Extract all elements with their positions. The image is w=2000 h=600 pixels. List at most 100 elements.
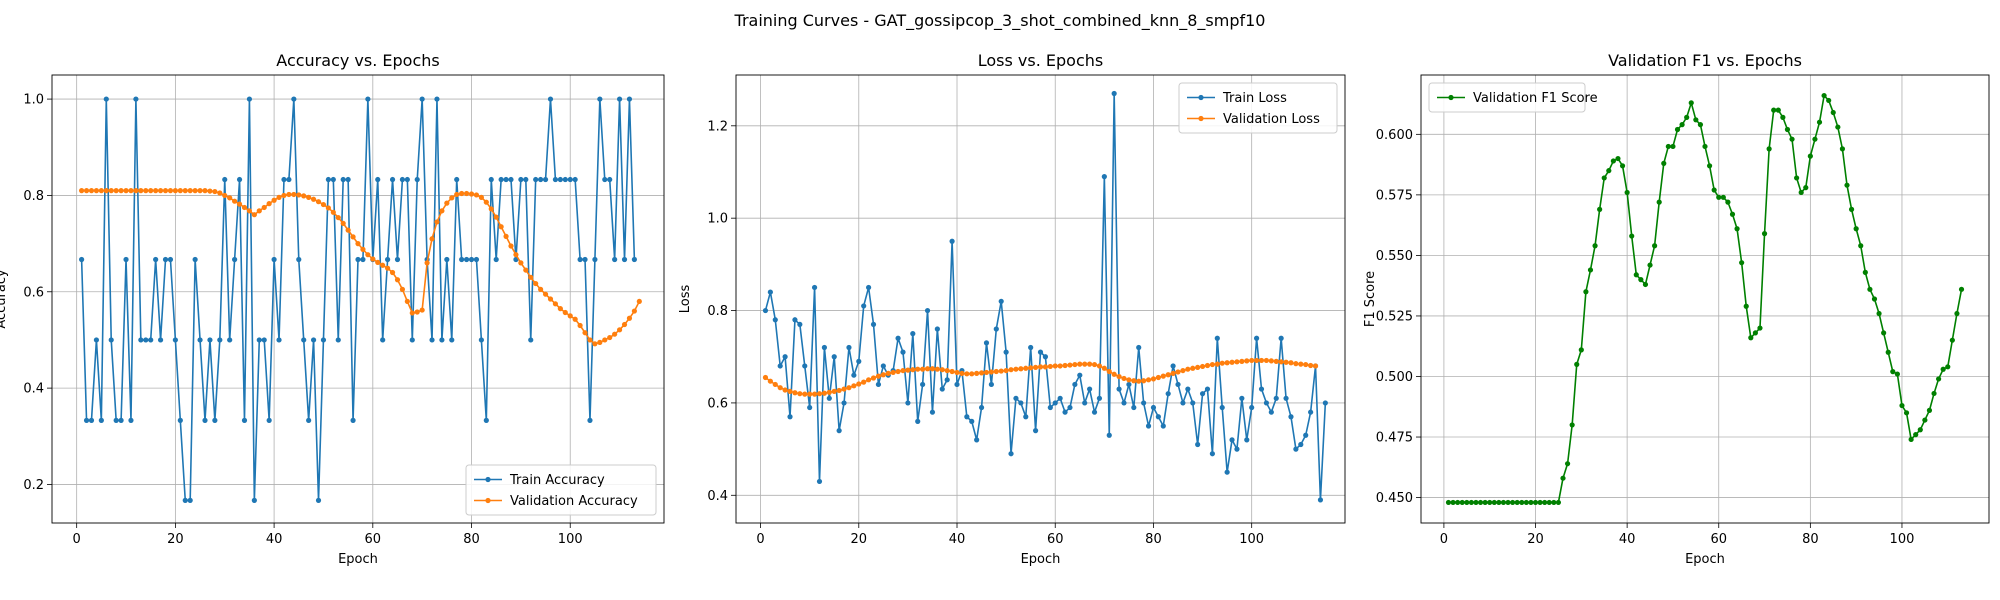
data-point xyxy=(582,330,588,336)
data-point xyxy=(1652,243,1658,249)
data-point xyxy=(103,188,109,194)
data-point xyxy=(1234,359,1240,365)
data-point xyxy=(1936,376,1942,382)
data-point xyxy=(434,96,440,102)
legend-swatch-marker xyxy=(1198,115,1204,122)
data-point xyxy=(954,381,960,388)
data-point xyxy=(266,201,272,207)
data-point xyxy=(508,176,514,183)
data-point xyxy=(1482,499,1488,506)
data-point xyxy=(1642,281,1649,288)
data-point xyxy=(419,96,425,102)
data-point xyxy=(1175,369,1181,375)
data-point xyxy=(1283,395,1289,401)
data-point xyxy=(533,280,539,287)
data-point xyxy=(197,188,203,194)
data-point xyxy=(974,437,980,443)
data-point xyxy=(1903,410,1910,416)
chart-panel-1: 0 20 40 60 80 100 0.2 0.4 0.6 0.8 1.0 Accuracy vs. … xyxy=(0,51,665,567)
data-point xyxy=(365,96,371,102)
data-point xyxy=(207,337,213,343)
series-line xyxy=(764,92,1327,501)
data-point xyxy=(340,176,346,183)
data-point xyxy=(1312,363,1319,369)
data-point xyxy=(414,309,420,315)
data-point xyxy=(1510,499,1516,506)
data-point xyxy=(1101,174,1107,180)
data-point xyxy=(404,298,410,305)
data-point xyxy=(807,391,813,397)
data-point xyxy=(246,96,253,102)
data-point xyxy=(276,194,282,200)
data-point xyxy=(772,381,778,388)
data-point xyxy=(1234,446,1240,452)
data-point xyxy=(1445,499,1452,506)
data-point xyxy=(572,316,578,322)
data-point xyxy=(1546,499,1552,506)
x-tick-label: 20 xyxy=(1527,532,1544,547)
data-point xyxy=(1160,373,1166,379)
data-point xyxy=(439,208,445,214)
data-point xyxy=(483,199,489,205)
data-point xyxy=(340,220,346,226)
data-point xyxy=(826,389,832,395)
data-point xyxy=(1858,243,1864,249)
data-point xyxy=(1789,136,1795,142)
data-point xyxy=(900,349,906,355)
data-point xyxy=(1597,206,1603,212)
data-point xyxy=(79,188,85,194)
data-point xyxy=(1739,260,1745,266)
y-tick-label: 0.550 xyxy=(1376,249,1413,264)
figure-suptitle: Training Curves - GAT_gossipcop_3_shot_c… xyxy=(734,11,1266,31)
data-point xyxy=(212,417,218,423)
data-point xyxy=(518,260,524,266)
data-point xyxy=(1619,163,1626,169)
data-point xyxy=(133,96,139,102)
data-point xyxy=(978,370,985,376)
legend-swatch-marker xyxy=(1448,94,1454,101)
data-point xyxy=(1826,97,1832,104)
series-line xyxy=(1448,94,1963,504)
data-point xyxy=(162,188,169,194)
legend-swatch-marker xyxy=(485,497,491,504)
data-point xyxy=(836,387,842,394)
data-point xyxy=(1661,160,1667,166)
data-point xyxy=(875,373,882,379)
data-point xyxy=(767,378,773,384)
data-point xyxy=(187,497,193,503)
data-point xyxy=(631,256,637,263)
data-point xyxy=(1185,386,1191,392)
data-point xyxy=(851,383,857,389)
x-tick-label: 20 xyxy=(167,532,184,547)
data-point xyxy=(138,188,144,194)
data-point xyxy=(1922,417,1928,423)
data-point xyxy=(162,256,169,263)
data-point xyxy=(811,391,818,397)
data-point xyxy=(320,337,327,343)
data-point xyxy=(1052,400,1058,406)
data-point xyxy=(444,256,450,263)
data-point xyxy=(846,344,852,351)
data-point xyxy=(103,96,109,102)
data-point xyxy=(157,188,164,194)
data-point xyxy=(88,417,95,423)
data-point xyxy=(1288,414,1294,420)
data-point xyxy=(1734,226,1740,232)
data-point xyxy=(562,176,568,183)
data-point xyxy=(851,372,857,378)
data-point xyxy=(528,274,534,280)
data-point xyxy=(597,96,603,102)
data-point xyxy=(1136,344,1142,351)
data-point xyxy=(552,176,559,183)
data-point xyxy=(350,234,356,240)
data-point xyxy=(567,176,573,183)
data-point xyxy=(281,192,287,199)
x-tick-label: 60 xyxy=(1047,532,1064,547)
data-point xyxy=(762,307,769,314)
data-point xyxy=(143,337,149,343)
data-point xyxy=(1945,364,1951,370)
data-point xyxy=(1606,168,1612,174)
data-point xyxy=(856,358,862,364)
data-point xyxy=(1023,365,1029,371)
data-point xyxy=(1317,497,1324,503)
